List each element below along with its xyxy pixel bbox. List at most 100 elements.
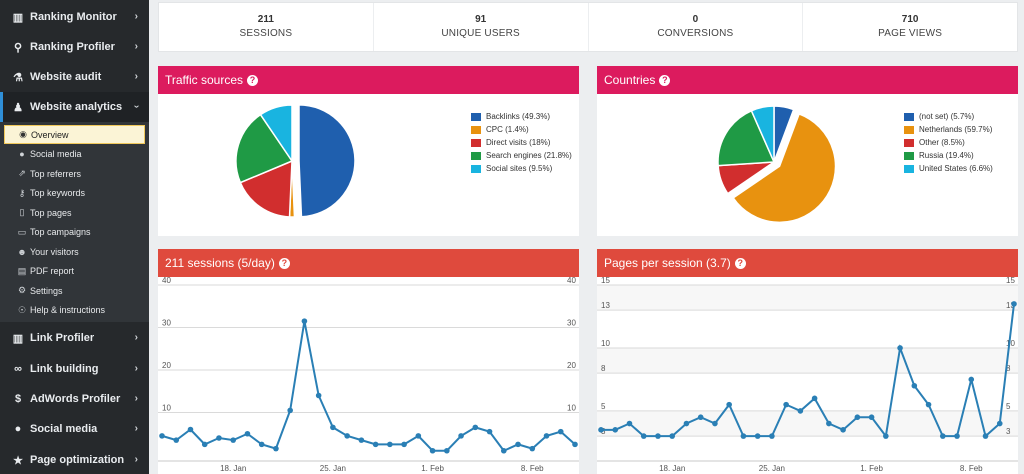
sidebar-item-social-media[interactable]: ● Social media ›	[0, 414, 149, 444]
data-point[interactable]	[754, 433, 761, 439]
legend-item[interactable]: Social sites (9.5%)	[471, 162, 572, 175]
data-point[interactable]	[486, 428, 493, 435]
data-point[interactable]	[883, 433, 889, 439]
submenu-item-social-media[interactable]: ● Social media	[4, 145, 145, 164]
data-point[interactable]	[429, 447, 436, 454]
data-point[interactable]	[230, 437, 237, 443]
data-point[interactable]	[372, 441, 379, 448]
data-point[interactable]	[529, 445, 536, 452]
submenu-item-help-instructions[interactable]: ☉ Help & instructions	[4, 301, 145, 320]
data-point[interactable]	[1011, 301, 1017, 307]
data-point[interactable]	[868, 414, 875, 421]
submenu-item-your-visitors[interactable]: ☻ Your visitors	[4, 242, 145, 261]
data-point[interactable]	[939, 433, 946, 439]
submenu-item-top-referrers[interactable]: ⇗ Top referrers	[4, 164, 145, 183]
sidebar-item-link-profiler[interactable]: ▥ Link Profiler ›	[0, 323, 149, 353]
data-point[interactable]	[669, 433, 676, 439]
data-point[interactable]	[626, 420, 633, 427]
data-point[interactable]	[415, 433, 422, 439]
data-point[interactable]	[358, 437, 365, 443]
data-point[interactable]	[612, 427, 619, 433]
data-point[interactable]	[655, 433, 661, 439]
data-point[interactable]	[826, 420, 832, 427]
sidebar-item-ranking-monitor[interactable]: ▥ Ranking Monitor ›	[0, 2, 149, 32]
help-icon[interactable]: ?	[278, 257, 290, 269]
submenu-item-pdf-report[interactable]: ▤ PDF report	[4, 262, 145, 281]
submenu-item-overview[interactable]: ◉ Overview	[4, 125, 145, 144]
data-point[interactable]	[216, 435, 222, 441]
data-point[interactable]	[697, 414, 704, 421]
data-point[interactable]	[783, 401, 789, 408]
legend-item[interactable]: Direct visits (18%)	[471, 136, 572, 149]
data-point[interactable]	[315, 392, 322, 399]
data-point[interactable]	[854, 414, 861, 421]
data-point[interactable]	[557, 428, 564, 435]
data-point[interactable]	[500, 447, 507, 454]
data-point[interactable]	[444, 447, 450, 454]
data-point[interactable]	[301, 318, 308, 324]
data-point[interactable]	[996, 420, 1003, 427]
data-point[interactable]	[811, 395, 818, 402]
pie-slice[interactable]	[239, 159, 293, 218]
sidebar-item-link-building[interactable]: ∞ Link building ›	[0, 354, 149, 384]
submenu-item-top-campaigns[interactable]: ▭ Top campaigns	[4, 223, 145, 242]
data-point[interactable]	[344, 433, 350, 439]
data-point[interactable]	[159, 433, 165, 439]
data-point[interactable]	[598, 427, 604, 433]
data-point[interactable]	[330, 424, 336, 431]
pie-slice[interactable]	[750, 105, 775, 163]
sidebar-item-website-audit[interactable]: ⚗ Website audit ›	[0, 62, 149, 92]
pie-slice[interactable]	[717, 109, 776, 167]
help-icon[interactable]: ?	[247, 74, 259, 86]
pie-slice[interactable]	[732, 112, 837, 224]
legend-item[interactable]: (not set) (5.7%)	[904, 110, 993, 123]
data-point[interactable]	[472, 424, 479, 431]
legend-item[interactable]: Search engines (21.8%)	[471, 149, 572, 162]
data-point[interactable]	[740, 433, 747, 439]
legend-item[interactable]: Backlinks (49.3%)	[471, 110, 572, 123]
data-point[interactable]	[387, 441, 393, 448]
submenu-item-top-keywords[interactable]: ⚷ Top keywords	[4, 184, 145, 203]
data-point[interactable]	[572, 441, 578, 448]
data-point[interactable]	[543, 433, 550, 439]
data-point[interactable]	[968, 376, 975, 383]
data-point[interactable]	[640, 433, 647, 439]
data-point[interactable]	[258, 441, 265, 448]
data-point[interactable]	[897, 345, 903, 351]
pie-slice[interactable]	[298, 104, 356, 218]
data-point[interactable]	[840, 427, 846, 433]
sidebar-item-ranking-profiler[interactable]: ⚲ Ranking Profiler ›	[0, 32, 149, 62]
data-point[interactable]	[769, 433, 775, 439]
data-point[interactable]	[683, 420, 690, 427]
data-point[interactable]	[187, 426, 194, 433]
sidebar-item-website-analytics[interactable]: ♟ Website analytics ›	[0, 92, 149, 122]
data-point[interactable]	[458, 433, 464, 439]
data-point[interactable]	[797, 408, 804, 414]
legend-item[interactable]: Other (8.5%)	[904, 136, 993, 149]
legend-item[interactable]: Russia (19.4%)	[904, 149, 993, 162]
help-icon[interactable]: ?	[734, 257, 746, 269]
data-point[interactable]	[982, 433, 989, 439]
help-icon[interactable]: ?	[659, 74, 671, 86]
data-point[interactable]	[712, 420, 718, 427]
data-point[interactable]	[954, 433, 960, 439]
legend-item[interactable]: Netherlands (59.7%)	[904, 123, 993, 136]
data-point[interactable]	[401, 441, 407, 448]
submenu-item-settings[interactable]: ⚙ Settings	[4, 281, 145, 300]
data-point[interactable]	[244, 430, 251, 437]
submenu-item-top-pages[interactable]: ▯ Top pages	[4, 203, 145, 222]
legend-item[interactable]: CPC (1.4%)	[471, 123, 572, 136]
data-point[interactable]	[515, 441, 521, 448]
data-point[interactable]	[911, 382, 918, 389]
sidebar-item-adwords-profiler[interactable]: $ AdWords Profiler ›	[0, 384, 149, 414]
data-point[interactable]	[273, 445, 279, 452]
data-point[interactable]	[173, 437, 180, 443]
pie-slice[interactable]	[235, 113, 294, 184]
sidebar-item-page-optimization[interactable]: ★ Page optimization ›	[0, 445, 149, 474]
data-point[interactable]	[287, 407, 293, 414]
data-point[interactable]	[925, 401, 932, 408]
pie-slice[interactable]	[259, 104, 293, 164]
data-point[interactable]	[201, 441, 208, 448]
data-point[interactable]	[726, 401, 732, 408]
legend-item[interactable]: United States (6.6%)	[904, 162, 993, 175]
